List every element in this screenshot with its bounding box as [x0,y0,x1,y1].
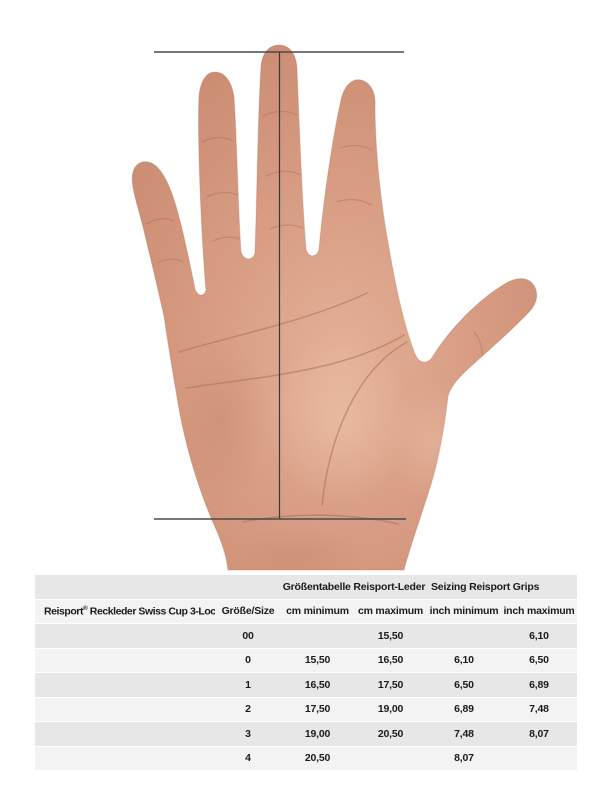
cell-size: 3 [245,727,251,740]
cell-inch-max: 6,10 [529,629,549,642]
cell-cm-min: 16,50 [304,678,331,691]
col-header-size: Größe/Size [221,605,275,618]
cell-size: 0 [245,654,251,667]
product-brand: Reisport [44,605,83,618]
cell-cm-max: 20,50 [377,727,404,740]
cell-size: 1 [245,678,251,691]
registered-mark: ® [83,605,88,612]
cell-cm-min: 19,00 [304,727,331,740]
table-row-size-4: 4 20,50 8,07 [35,746,577,770]
cell-inch-max: 6,50 [529,654,549,667]
table-row-size-2: 2 17,50 19,00 6,89 7,48 [35,697,577,721]
table-row-size-00: 00 15,50 6,10 [35,624,577,648]
table-group-header-row: Größentabelle Reisport-Leder Seizing Rei… [35,575,577,599]
col-header-cm-max: cm maximum [357,605,424,618]
group-header-leder: Größentabelle Reisport-Leder [282,580,426,593]
group-header-grips: Seizing Reisport Grips [431,580,540,593]
cell-inch-min: 7,48 [454,727,474,740]
measurement-lines [154,51,406,520]
product-name-rest: Reckleder Swiss Cup 3-Loch [87,605,215,618]
col-header-inch-min: inch minimum [429,605,499,618]
col-header-cm-min: cm minimum [286,605,349,618]
cell-inch-min: 8,07 [454,752,474,765]
cell-cm-max: 19,00 [377,703,404,716]
cell-inch-min: 6,89 [454,703,474,716]
table-row-size-3: 3 19,00 20,50 7,48 8,07 [35,722,577,746]
table-header-row: Reisport® Reckleder Swiss Cup 3-Loch Grö… [35,599,577,623]
cell-size: 00 [242,629,254,642]
col-header-inch-max: inch maximum [503,605,575,618]
cell-cm-max: 17,50 [377,678,404,691]
size-table: Größentabelle Reisport-Leder Seizing Rei… [35,575,577,771]
cell-inch-max: 8,07 [529,727,549,740]
hand-photo [131,44,538,571]
cell-inch-min: 6,50 [454,678,474,691]
hand-measurement-figure [131,44,538,571]
cell-cm-min: 15,50 [304,654,331,667]
hand-palm-image [131,44,538,571]
cell-inch-max: 6,89 [529,678,549,691]
cell-cm-max: 16,50 [377,654,404,667]
cell-size: 4 [245,752,251,765]
cell-cm-min: 20,50 [304,752,331,765]
cell-inch-max: 7,48 [529,703,549,716]
table-row-size-0: 0 15,50 16,50 6,10 6,50 [35,648,577,672]
col-header-product: Reisport® Reckleder Swiss Cup 3-Loch [35,605,215,618]
cell-size: 2 [245,703,251,716]
cell-inch-min: 6,10 [454,654,474,667]
cell-cm-min: 17,50 [304,703,331,716]
table-row-size-1: 1 16,50 17,50 6,50 6,89 [35,673,577,697]
cell-cm-max: 15,50 [377,629,404,642]
